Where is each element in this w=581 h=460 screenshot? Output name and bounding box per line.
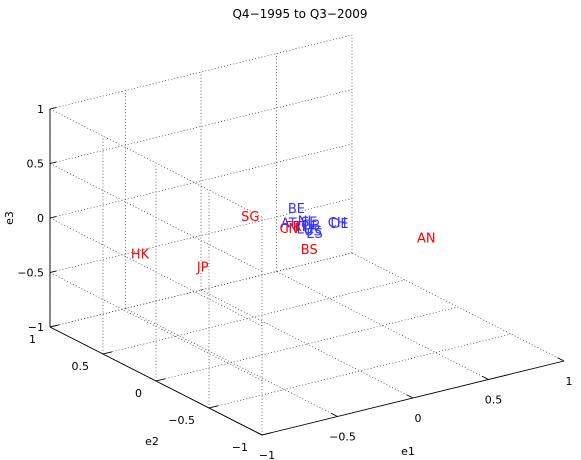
x-tick-label: −0.5 — [329, 431, 356, 444]
grid-line — [208, 333, 512, 409]
chart-ticks: −1 −1 −1 −0.5 −0.5 −0.5 0 0 0 0.5 0.5 0.5 1 1 1 — [17, 103, 572, 460]
point-label-lu: LU — [297, 222, 313, 237]
x-tick-label: −1 — [259, 449, 275, 460]
y-tick-label: −0.5 — [168, 414, 195, 427]
point-label-be: BE — [288, 202, 305, 217]
point-label-an: AN — [417, 232, 436, 247]
x-tick-label: 1 — [566, 375, 573, 388]
y-tick — [49, 324, 60, 328]
grid-line — [49, 108, 263, 218]
point-label-gb: GB — [301, 219, 320, 234]
z-tick-label: 1 — [37, 103, 44, 116]
point-label-us: US — [304, 224, 322, 239]
point-label-nl: NL — [298, 214, 316, 229]
point-label-fr: FR — [285, 220, 302, 235]
grid-line — [276, 271, 489, 380]
z-tick — [49, 161, 57, 164]
point-label-jp: JP — [196, 260, 209, 275]
x-tick — [481, 375, 489, 380]
point-label-it: IT — [296, 220, 308, 235]
x-tick — [557, 357, 565, 362]
grid-line — [351, 252, 565, 362]
y-tick-label: 0.5 — [72, 360, 90, 373]
z-tick — [49, 216, 57, 219]
point-label-bs: BS — [301, 243, 318, 258]
z-tick-label: 0.5 — [27, 158, 45, 171]
grid-line — [49, 217, 263, 327]
point-label-es: ES — [306, 227, 322, 242]
grid-line — [49, 143, 353, 219]
point-label-sg: SG — [241, 210, 259, 225]
point-label-se: SE — [301, 216, 317, 231]
x-tick — [406, 394, 414, 399]
y-tick — [261, 432, 272, 436]
x-tick-label: 0 — [415, 412, 422, 425]
grid-line — [200, 289, 414, 399]
z-tick — [49, 270, 57, 273]
grid-line — [49, 34, 353, 110]
point-label-hk: HK — [131, 247, 150, 262]
x-axis-label: e1 — [401, 445, 415, 458]
y-axis-label: e2 — [145, 435, 159, 448]
grid-line — [155, 306, 459, 382]
chart-title: Q4−1995 to Q3−2009 — [232, 7, 367, 21]
z-tick-label: −0.5 — [17, 267, 44, 280]
y-tick — [155, 378, 166, 382]
y-tick-label: 0 — [135, 387, 142, 400]
grid-line — [49, 163, 263, 272]
point-label-de: DE — [330, 217, 348, 232]
z-axis-label: e3 — [3, 211, 16, 225]
z-tick-label: 0 — [37, 212, 44, 225]
point-label-cn: CN — [279, 222, 298, 237]
point-label-ch: CH — [328, 216, 347, 231]
grid-line — [102, 279, 406, 355]
x-tick-label: 0.5 — [485, 394, 503, 407]
grid-line — [49, 198, 353, 273]
x-tick — [330, 412, 338, 417]
grid-line — [49, 252, 353, 328]
y-tick — [102, 351, 113, 355]
z-tick — [49, 107, 57, 110]
chart-axes — [49, 109, 565, 436]
z-tick-label: −1 — [28, 321, 44, 334]
point-label-at: AT — [281, 217, 297, 232]
grid-line — [49, 89, 353, 164]
y-tick-label: 1 — [29, 333, 36, 346]
x-tick — [255, 431, 263, 436]
y-tick-label: −1 — [232, 441, 248, 454]
y-tick — [208, 405, 219, 409]
